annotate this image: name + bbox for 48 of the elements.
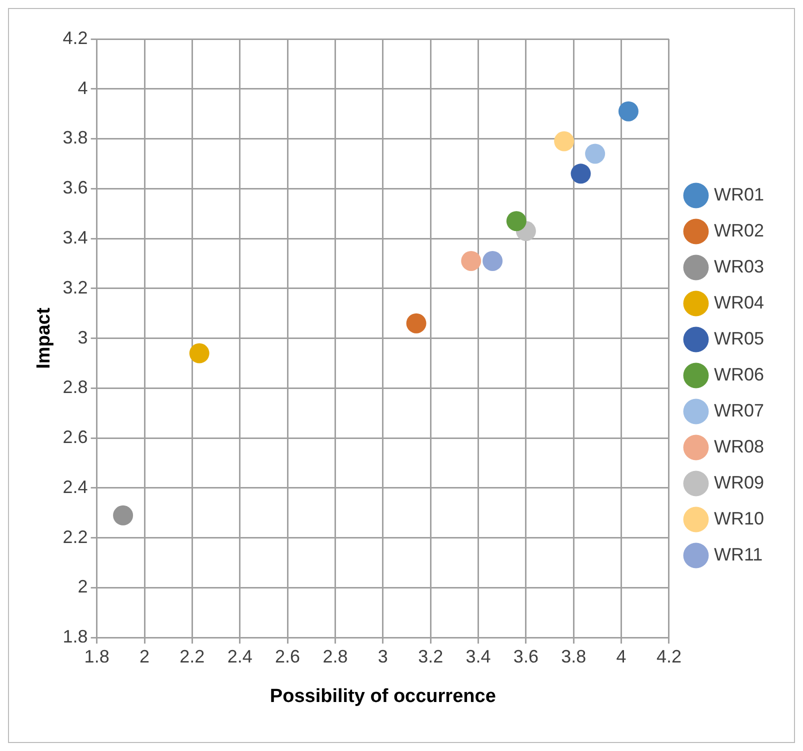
y-tick-label: 2 (78, 576, 88, 597)
point (461, 250, 482, 271)
point (406, 313, 426, 334)
y-tick-label: 2.6 (62, 427, 88, 448)
legend-label: WR05 (714, 328, 764, 348)
x-tick-label: 3 (378, 646, 388, 666)
legend-label: WR02 (714, 220, 764, 240)
y-tick-label: 3.2 (62, 277, 88, 298)
y-tick-label: 4 (78, 78, 88, 98)
x-tick-label: 2 (139, 646, 150, 666)
y-tick-label: 3.4 (62, 228, 88, 248)
legend-label: WR01 (714, 184, 764, 204)
point (113, 505, 134, 526)
legend-label: WR04 (714, 292, 764, 312)
legend-label: WR09 (714, 472, 764, 492)
x-tick-label: 3.8 (561, 646, 586, 666)
x-axis-title: Possibility of occurrence (270, 686, 496, 707)
legend-label: WR07 (714, 400, 764, 420)
y-tick-label: 3.8 (62, 128, 88, 148)
legend-label: WR06 (714, 364, 764, 384)
x-tick-label: 4.2 (656, 646, 682, 666)
point (585, 144, 606, 164)
point (554, 131, 574, 152)
x-tick-label: 3.4 (466, 646, 491, 666)
y-tick-label: 2.4 (62, 476, 88, 497)
x-tick-label: 4 (616, 646, 626, 666)
legend-label: WR03 (714, 256, 764, 276)
x-tick-label: 2.2 (180, 646, 205, 666)
legend-label: WR10 (714, 508, 764, 528)
y-tick-label: 1.8 (62, 626, 88, 647)
y-tick-label: 2.8 (62, 377, 88, 398)
x-tick-label: 2.6 (275, 646, 300, 666)
y-tick-label: 2.2 (62, 526, 88, 547)
point (570, 164, 591, 184)
x-tick-label: 2.8 (322, 646, 348, 666)
y-tick-label: 3.6 (62, 178, 88, 198)
legend-label: WR08 (714, 436, 764, 456)
x-tick-label: 3.2 (418, 646, 444, 666)
y-axis-title: Impact (34, 307, 55, 369)
point (189, 343, 210, 364)
legend-label: WR11 (714, 544, 763, 564)
point (618, 101, 638, 122)
y-tick-label: 3 (78, 327, 88, 348)
x-tick-label: 2.4 (227, 646, 252, 666)
point (506, 211, 526, 232)
y-tick-label: 4.2 (62, 28, 88, 48)
point (482, 250, 503, 271)
x-tick-label: 3.6 (513, 646, 538, 666)
